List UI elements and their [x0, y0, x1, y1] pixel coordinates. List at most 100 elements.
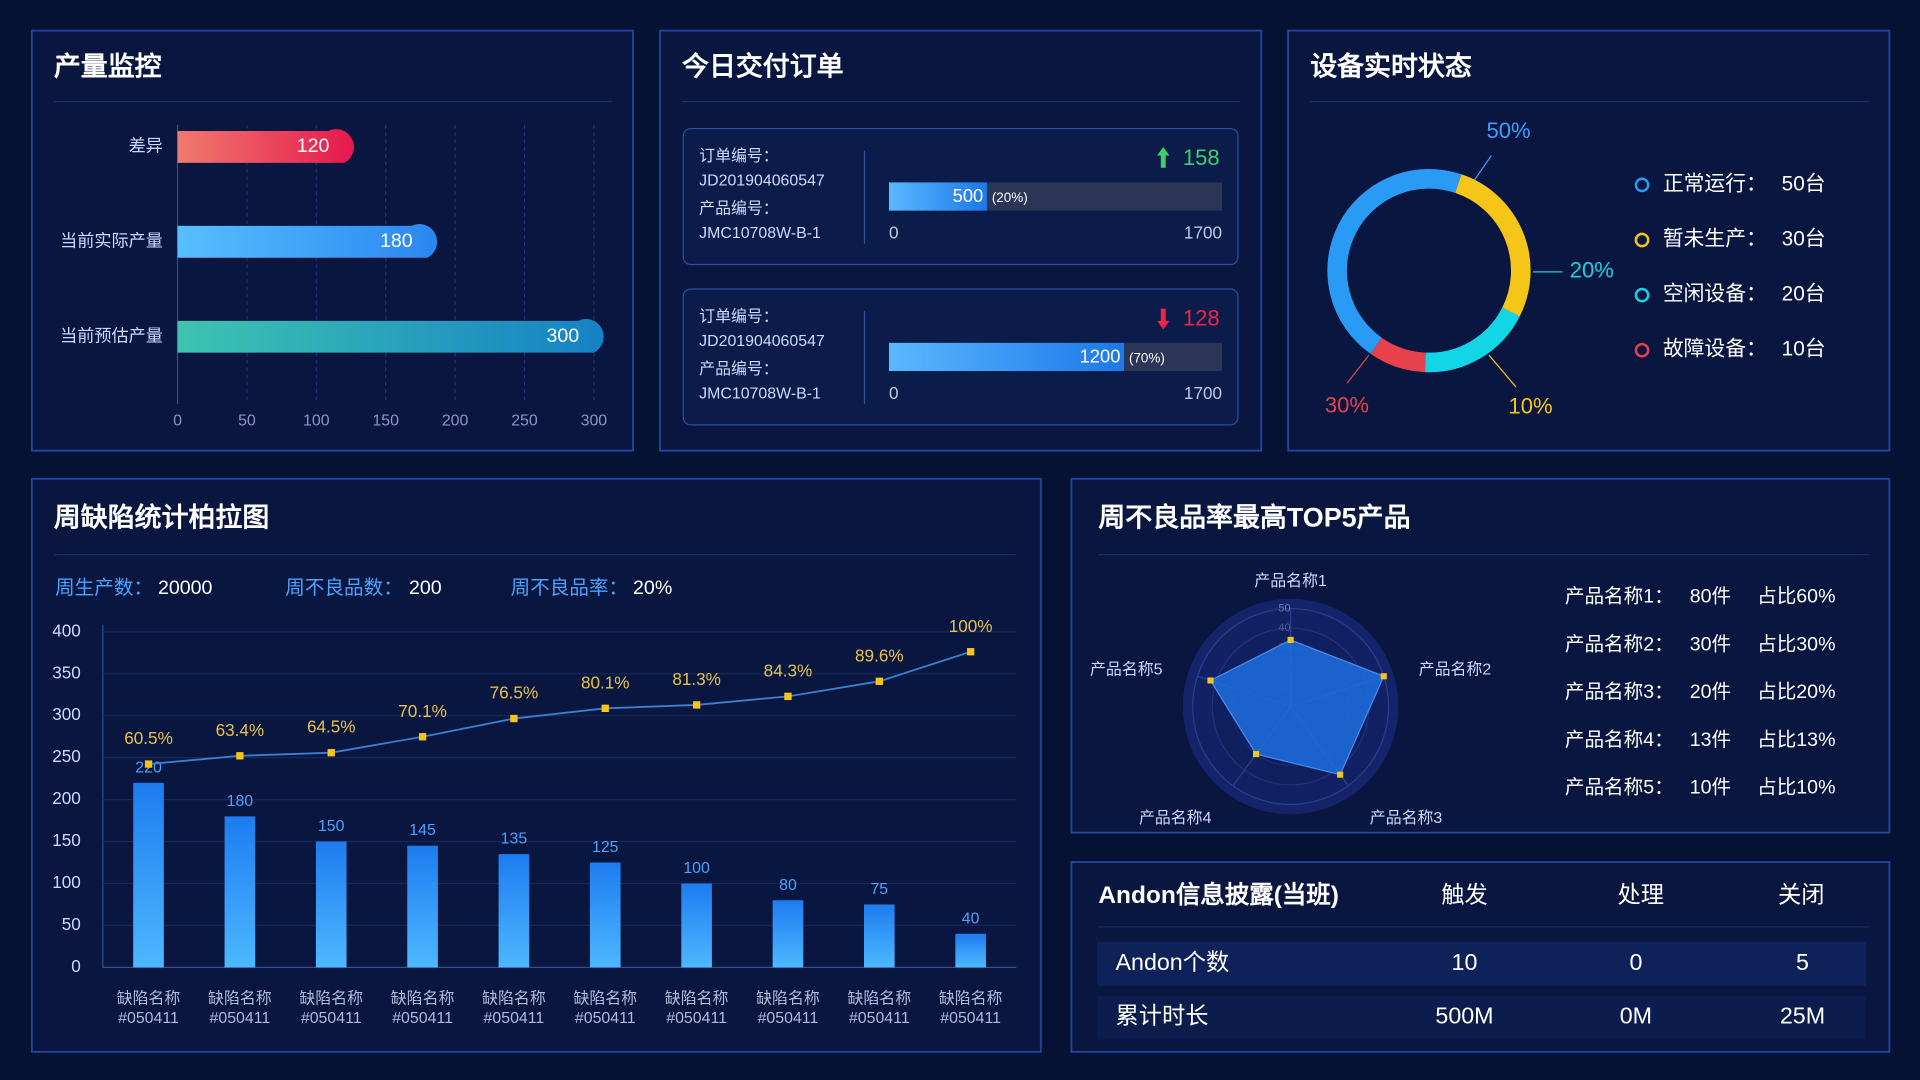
- leader-line: [1346, 354, 1370, 384]
- bar-label: 75: [870, 881, 888, 898]
- stat-label: 周不良品率：: [511, 577, 628, 599]
- line-label: 64.5%: [307, 717, 356, 737]
- legend-value: 50台: [1782, 172, 1826, 195]
- panel-title: 今日交付订单: [682, 51, 844, 82]
- label: 产品编号：: [699, 360, 779, 378]
- bar: [681, 883, 712, 968]
- callout-label: 30%: [1325, 392, 1369, 417]
- stat-value: 20000: [158, 577, 213, 599]
- line-label: 63.4%: [216, 720, 265, 740]
- radar-marker: [1207, 677, 1214, 684]
- x-tick-label: #050411: [210, 1010, 271, 1027]
- x-tick-label: 250: [511, 412, 538, 429]
- progress-value: 500: [953, 185, 984, 206]
- x-tick-label: 缺陷名称: [665, 989, 729, 1007]
- bar-label: 125: [592, 839, 619, 856]
- bar: [955, 933, 986, 968]
- column-header: 关闭: [1778, 881, 1825, 907]
- y-tick-label: 300: [52, 704, 81, 724]
- bar: [589, 862, 621, 968]
- line-marker: [236, 752, 244, 760]
- callout-label: 50%: [1487, 118, 1531, 143]
- table-cell: 0M: [1620, 1003, 1652, 1029]
- line-marker: [692, 701, 701, 709]
- trend-arrow: [1157, 146, 1170, 168]
- table-cell: 5: [1796, 949, 1809, 975]
- y-tick-label: 150: [52, 830, 81, 850]
- line-marker: [418, 733, 427, 741]
- table-title: Andon信息披露(当班): [1098, 880, 1339, 909]
- bar-label: 150: [318, 818, 345, 835]
- x-tick-label: #050411: [392, 1010, 453, 1027]
- radar-area: [1209, 639, 1385, 776]
- x-tick-label: 缺陷名称: [573, 989, 637, 1007]
- x-tick-label: 缺陷名称: [299, 989, 363, 1007]
- product-count: 13件: [1690, 729, 1731, 751]
- legend-marker: [1634, 232, 1650, 248]
- scale-max: 1700: [1184, 383, 1222, 403]
- line-label: 81.3%: [672, 669, 721, 689]
- y-tick-label: 350: [52, 662, 81, 682]
- table-cell: 500M: [1435, 1003, 1493, 1029]
- table-cell: 累计时长: [1116, 1003, 1209, 1029]
- cumulative-line: [148, 650, 971, 765]
- donut-slice: [1424, 307, 1520, 373]
- r-tick-label: 40: [1278, 622, 1290, 634]
- bar-label: 40: [962, 910, 980, 927]
- line-marker: [784, 692, 792, 701]
- x-tick-label: 缺陷名称: [117, 989, 181, 1007]
- x-tick-label: 缺陷名称: [391, 989, 455, 1007]
- product-count: 10件: [1690, 777, 1731, 799]
- table-cell: Andon个数: [1116, 949, 1230, 975]
- stat-value: 200: [409, 577, 442, 599]
- x-tick-label: 缺陷名称: [939, 989, 1003, 1007]
- bar: [177, 129, 354, 163]
- progress-bar: [888, 182, 987, 211]
- donut-slice: [1454, 174, 1531, 317]
- legend-marker: [1634, 342, 1650, 358]
- x-tick-label: 150: [372, 412, 399, 429]
- axis-label: 产品名称4: [1139, 809, 1212, 827]
- scale-max: 1700: [1184, 222, 1222, 242]
- x-tick-label: #050411: [575, 1010, 636, 1027]
- legend-marker: [1634, 177, 1650, 193]
- line-label: 80.1%: [581, 672, 630, 692]
- bar: [864, 904, 895, 968]
- donut-slice: [1370, 337, 1427, 373]
- category-label: 差异: [129, 135, 163, 155]
- bar: [498, 854, 530, 968]
- callout-label: 20%: [1570, 258, 1614, 283]
- label: 订单编号：: [699, 147, 779, 165]
- scale-min: 0: [889, 222, 899, 242]
- product-share: 占比30%: [1757, 633, 1835, 655]
- x-tick-label: #050411: [484, 1010, 545, 1027]
- radar-marker: [1253, 751, 1260, 758]
- y-tick-label: 250: [52, 746, 81, 766]
- radar-marker: [1380, 673, 1387, 680]
- progress-value: 1200: [1080, 345, 1121, 366]
- column-header: 触发: [1441, 881, 1488, 907]
- product-name: 产品名称2：: [1565, 633, 1674, 655]
- line-marker: [966, 648, 975, 656]
- panel: [1287, 29, 1891, 452]
- x-tick-label: #050411: [666, 1010, 727, 1027]
- legend-label: 暂未生产：: [1663, 228, 1767, 251]
- scale-min: 0: [889, 383, 899, 403]
- product-name: 产品名称4：: [1565, 729, 1674, 751]
- line-marker: [144, 760, 153, 768]
- line-marker: [510, 714, 518, 723]
- value-label: 180: [380, 230, 413, 252]
- y-tick-label: 100: [52, 872, 81, 892]
- stat-label: 周生产数：: [55, 577, 153, 599]
- product-no: JMC10708W-B-1: [699, 385, 821, 402]
- label: 订单编号：: [699, 307, 779, 325]
- value-label: 120: [297, 135, 330, 157]
- table-row: [1097, 995, 1867, 1040]
- table-row: [1097, 941, 1867, 986]
- x-tick-label: #050411: [118, 1010, 179, 1027]
- table-cell: 0: [1629, 949, 1642, 975]
- radar-marker: [1287, 636, 1294, 643]
- product-name: 产品名称5：: [1565, 777, 1674, 799]
- axis-label: 产品名称5: [1090, 660, 1163, 678]
- x-tick-label: #050411: [940, 1010, 1001, 1027]
